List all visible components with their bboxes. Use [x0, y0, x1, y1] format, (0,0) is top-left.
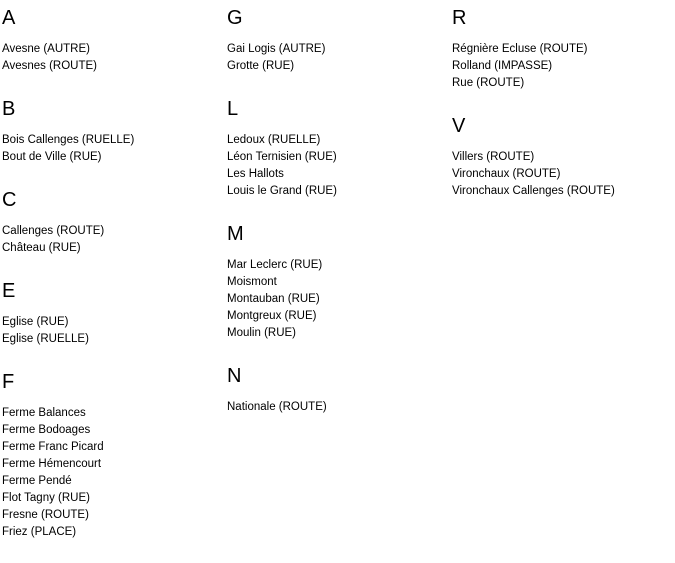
- street-entry: Villers (ROUTE): [452, 151, 535, 163]
- street-entry: Ferme Pendé: [2, 475, 72, 487]
- letter-heading: V: [452, 115, 466, 137]
- letter-heading: E: [2, 280, 16, 302]
- letter-section-v: V Villers (ROUTE) Vironchaux (ROUTE) Vironc…: [452, 114, 675, 200]
- letter-heading: G: [227, 7, 243, 29]
- letter-section-b: B Bois Callenges (RUELLE) Bout de Ville (R…: [2, 97, 227, 166]
- street-entry: Avesnes (ROUTE): [2, 60, 98, 72]
- letter-section-r: R Régnière Ecluse (ROUTE) Rolland (IMPASSE…: [452, 6, 675, 92]
- letter-section-g: G Gai Logis (AUTRE) Grotte (RUE): [227, 6, 452, 75]
- letter-section-m: M Mar Leclerc (RUE) Moismont Montauban (RUE…: [227, 222, 452, 342]
- letter-section-a: A Avesne (AUTRE) Avesnes (ROUTE): [2, 6, 227, 75]
- letter-heading: B: [2, 98, 16, 120]
- street-list: Villers (ROUTE) Vironchaux (ROUTE) Vironch…: [452, 149, 675, 200]
- street-entry: Ferme Bodoages: [2, 424, 91, 436]
- street-entry: Ledoux (RUELLE): [227, 134, 321, 146]
- street-entry: Eglise (RUELLE): [2, 333, 89, 345]
- street-entry: Ferme Hémencourt: [2, 458, 102, 470]
- letter-heading: F: [2, 371, 15, 393]
- index-column-2: G Gai Logis (AUTRE) Grotte (RUE) L Ledoux (R…: [227, 6, 452, 438]
- street-list: Gai Logis (AUTRE) Grotte (RUE): [227, 41, 452, 75]
- street-list: Callenges (ROUTE) Château (RUE): [2, 223, 227, 257]
- letter-section-n: N Nationale (ROUTE): [227, 364, 452, 416]
- street-entry: Callenges (ROUTE): [2, 225, 105, 237]
- street-entry: Mar Leclerc (RUE): [227, 259, 323, 271]
- street-entry: Avesne (AUTRE): [2, 43, 90, 55]
- street-list: Ferme Balances Ferme Bodoages Ferme Franc …: [2, 405, 227, 541]
- street-list: Nationale (ROUTE): [227, 399, 452, 416]
- street-entry: Montauban (RUE): [227, 293, 320, 305]
- street-entry: Léon Ternisien (RUE): [227, 151, 337, 163]
- letter-heading: L: [227, 98, 239, 120]
- street-entry: Rue (ROUTE): [452, 77, 525, 89]
- street-list: Régnière Ecluse (ROUTE) Rolland (IMPASSE)…: [452, 41, 675, 92]
- street-list: Avesne (AUTRE) Avesnes (ROUTE): [2, 41, 227, 75]
- letter-heading: N: [227, 365, 242, 387]
- street-list: Ledoux (RUELLE) Léon Ternisien (RUE) Les H…: [227, 132, 452, 200]
- street-entry: Nationale (ROUTE): [227, 401, 327, 413]
- index-column-3: R Régnière Ecluse (ROUTE) Rolland (IMPASSE…: [452, 6, 675, 222]
- street-list: Eglise (RUE) Eglise (RUELLE): [2, 314, 227, 348]
- letter-section-c: C Callenges (ROUTE) Château (RUE): [2, 188, 227, 257]
- street-entry: Moulin (RUE): [227, 327, 297, 339]
- street-list: Bois Callenges (RUELLE) Bout de Ville (RU…: [2, 132, 227, 166]
- street-entry: Gai Logis (AUTRE): [227, 43, 326, 55]
- street-entry: Grotte (RUE): [227, 60, 295, 72]
- street-entry: Eglise (RUE): [2, 316, 69, 328]
- street-entry: Ferme Franc Picard: [2, 441, 104, 453]
- letter-heading: R: [452, 7, 467, 29]
- street-entry: Les Hallots: [227, 168, 284, 180]
- street-entry: Louis le Grand (RUE): [227, 185, 337, 197]
- street-entry: Flot Tagny (RUE): [2, 492, 90, 504]
- street-entry: Régnière Ecluse (ROUTE): [452, 43, 588, 55]
- letter-heading: M: [227, 223, 244, 245]
- street-entry: Montgreux (RUE): [227, 310, 317, 322]
- letter-heading: A: [2, 7, 16, 29]
- street-entry: Moismont: [227, 276, 277, 288]
- street-list: Mar Leclerc (RUE) Moismont Montauban (RUE)…: [227, 257, 452, 342]
- letter-section-e: E Eglise (RUE) Eglise (RUELLE): [2, 279, 227, 348]
- street-entry: Château (RUE): [2, 242, 81, 254]
- street-entry: Bout de Ville (RUE): [2, 151, 102, 163]
- street-entry: Ferme Balances: [2, 407, 86, 419]
- letter-heading: C: [2, 189, 17, 211]
- letter-section-f: F Ferme Balances Ferme Bodoages Ferme Franc…: [2, 370, 227, 541]
- street-entry: Fresne (ROUTE): [2, 509, 89, 521]
- letter-section-l: L Ledoux (RUELLE) Léon Ternisien (RUE) Les …: [227, 97, 452, 200]
- street-entry: Bois Callenges (RUELLE): [2, 134, 135, 146]
- street-entry: Vironchaux (ROUTE): [452, 168, 561, 180]
- street-entry: Rolland (IMPASSE): [452, 60, 553, 72]
- street-entry: Vironchaux Callenges (ROUTE): [452, 185, 615, 197]
- street-entry: Friez (PLACE): [2, 526, 77, 538]
- index-column-1: A Avesne (AUTRE) Avesnes (ROUTE) B Bois Call…: [2, 6, 227, 563]
